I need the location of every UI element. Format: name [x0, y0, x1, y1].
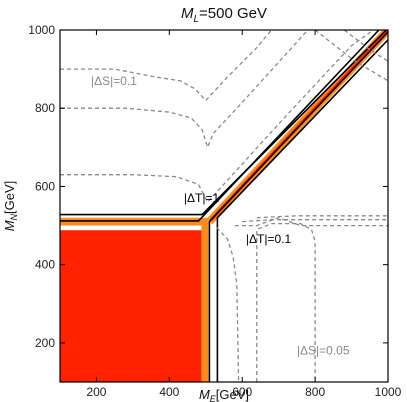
y-axis-ticks: 200 400 600 800 1000 — [28, 23, 388, 350]
plot-frame — [59, 29, 389, 383]
y-axis-subscript: N — [9, 213, 19, 220]
filled-region-2 — [60, 230, 202, 382]
contour-2-segment-5 — [343, 30, 388, 62]
y-tick-label-0: 200 — [35, 336, 55, 350]
contour-0-segment-0 — [60, 30, 387, 216]
y-tick-label-1: 400 — [35, 258, 55, 272]
contour-2-segment-2 — [60, 30, 374, 203]
contour-lines — [60, 30, 388, 382]
x-axis-ticks: 200 400 600 800 1000 — [86, 30, 402, 399]
x-axis-subscript: E — [210, 394, 217, 402]
x-axis-symbol: M — [199, 387, 210, 402]
title-subscript: L — [193, 14, 199, 25]
contour-annotation-0: |ΔS|=0.1 — [91, 74, 137, 88]
title-symbol: M — [181, 5, 194, 22]
y-axis-symbol: M — [2, 220, 17, 231]
contour-1-segment-1 — [216, 39, 388, 382]
x-tick-label-3: 800 — [305, 385, 325, 399]
contour-2-segment-3 — [234, 217, 388, 227]
x-axis-label: ME[GeV] — [199, 387, 249, 402]
x-tick-label-0: 200 — [86, 385, 106, 399]
x-tick-label-2: 600 — [232, 385, 252, 399]
x-tick-label-1: 400 — [159, 385, 179, 399]
y-axis-unit: [GeV] — [2, 181, 17, 214]
contour-3-segment-2 — [242, 219, 388, 223]
contour-3-segment-1 — [256, 222, 316, 382]
contour-2-segment-1 — [60, 30, 309, 148]
y-tick-label-2: 600 — [35, 179, 55, 193]
contour-1-segment-0 — [60, 30, 380, 222]
y-axis-label: MN[GeV] — [2, 181, 19, 232]
contour-2-segment-0 — [60, 30, 272, 102]
x-axis-label-text: ME[GeV] — [199, 387, 249, 402]
x-tick-label-4: 1000 — [375, 385, 402, 399]
y-tick-label-3: 800 — [35, 101, 55, 115]
contour-0-segment-1 — [208, 31, 388, 382]
contour-annotation-2: |ΔT|=0.1 — [246, 232, 292, 246]
contour-annotation-3: |ΔS|=0.05 — [297, 344, 350, 358]
y-axis-label-text: MN[GeV] — [2, 181, 19, 232]
contour-3-segment-0 — [216, 227, 240, 382]
y-tick-label-4: 1000 — [28, 23, 55, 37]
contour-3-segment-3 — [256, 215, 388, 219]
title-text: ML=500 GeV — [181, 5, 267, 25]
contour-annotations: |ΔS|=0.1 |ΔT|=1 |ΔT|=0.1 |ΔS|=0.05 — [91, 74, 350, 358]
x-axis-unit: [GeV] — [216, 387, 249, 402]
contour-2-segment-4 — [314, 30, 388, 82]
title-value: =500 GeV — [199, 5, 267, 22]
contour-annotation-1: |ΔT|=1 — [184, 191, 220, 205]
chart-title: ML=500 GeV — [181, 5, 267, 25]
